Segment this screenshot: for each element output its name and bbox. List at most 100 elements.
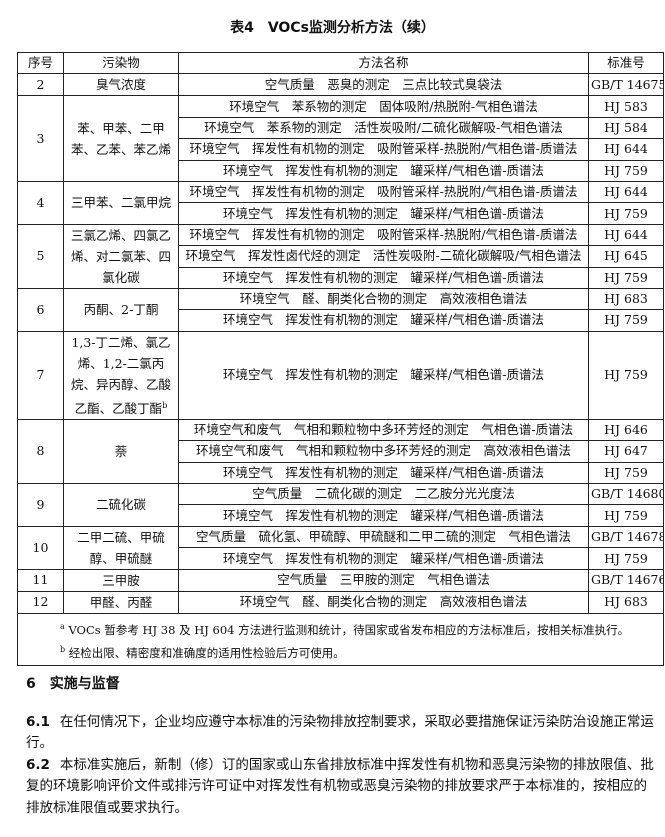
standard-number: HJ 759 <box>588 202 664 225</box>
header-method: 方法名称 <box>178 51 589 75</box>
row-number: 12 <box>17 590 64 614</box>
pollutant-cell: 甲醛、丙醛 <box>63 590 179 614</box>
method-name: 环境空气 挥发性有机物的测定 罐采样/气相色谱-质谱法 <box>178 309 589 332</box>
table-row: 环境空气 苯系物的测定 活性炭吸附/二硫化碳解吸-气相色谱法 HJ 584 <box>18 116 664 140</box>
header-standard: 标准号 <box>588 51 664 75</box>
paragraph-6-2: 6.2 本标准实施后，新制（修）订的国家或山东省排放标准中挥发性有机物和恶臭污染物… <box>26 755 656 819</box>
table-row: 4 三甲苯、二氯甲烷 环境空气 挥发性有机物的测定 吸附管采样-热脱附/气相色谱-质… <box>17 180 664 225</box>
paragraph-text: 本标准实施后，新制（修）订的国家或山东省排放标准中挥发性有机物和恶臭污染物的排放… <box>26 757 654 816</box>
method-name: 环境空气 挥发性有机物的测定 罐采样/气相色谱-质谱法 <box>178 330 589 420</box>
row-number: 6 <box>17 287 64 332</box>
standard-number: GB/T 14680 <box>588 483 664 506</box>
method-name: 空气质量 恶臭的测定 三点比较式臭袋法 <box>178 73 589 97</box>
table-row: 12 甲醛、丙醛 环境空气 醛、酮类化合物的测定 高效液相色谱法 HJ 683 <box>17 590 664 614</box>
method-name: 环境空气 苯系物的测定 固体吸附/热脱附-气相色谱法 <box>178 95 589 118</box>
note-mark: a <box>60 621 65 631</box>
standard-number: HJ 644 <box>588 180 664 204</box>
standard-number: HJ 759 <box>588 461 664 485</box>
pollutant-name: 二硫化碳 <box>95 497 146 513</box>
method-name: 空气质量 三甲胺的测定 气相色谱法 <box>178 568 589 592</box>
pollutant-name: 臭气浓度 <box>95 77 146 93</box>
method-name: 环境空气 挥发性有机物的测定 吸附管采样-热脱附/气相色谱-质谱法 <box>178 223 589 247</box>
note-text: 经检出限、精密度和准确度的适用性检验后方可使用。 <box>68 645 345 660</box>
pollutant-name: 萘 <box>114 443 128 459</box>
standard-number: HJ 759 <box>588 547 664 570</box>
method-name: 环境空气 醛、酮类化合物的测定 高效液相色谱法 <box>178 590 589 614</box>
row-number: 9 <box>17 483 64 527</box>
method-name: 环境空气 挥发性有机物的测定 罐采样/气相色谱-质谱法 <box>178 266 589 289</box>
table-header-row: 序号 污染物 方法名称 标准号 <box>17 51 664 75</box>
table-row: 2 臭气浓度 空气质量 恶臭的测定 三点比较式臭袋法 GB/T 14675 <box>17 73 664 97</box>
standard-number: HJ 583 <box>588 95 664 118</box>
table-row: 环境空气 挥发性卤代烃的测定 活性炭吸附-二硫化碳解吸/气相色谱法 HJ 645 <box>18 245 664 268</box>
method-name: 环境空气和废气 气相和颗粒物中多环芳烃的测定 高效液相色谱法 <box>178 440 589 463</box>
standard-number: GB/T 14675 <box>588 73 664 97</box>
table-row: 9 二硫化碳 空气质量 二硫化碳的测定 二乙胺分光光度法 GB/T 14680 <box>17 483 664 527</box>
table-notes: a VOCs 暂参考 HJ 38 及 HJ 604 方法进行监测和统计，待国家或… <box>17 612 664 667</box>
method-name: 环境空气 挥发性卤代烃的测定 活性炭吸附-二硫化碳解吸/气相色谱法 <box>178 245 589 268</box>
header-pollutant: 污染物 <box>63 51 179 75</box>
row-number: 5 <box>17 223 64 289</box>
table-row: 环境空气 挥发性有机物的测定 罐采样/气相色谱-质谱法 HJ 759 <box>18 547 664 570</box>
pollutant-cell: 苯、甲苯、二甲苯、乙苯、苯乙烯 <box>63 95 179 182</box>
standard-number: HJ 759 <box>588 330 664 420</box>
method-name: 环境空气和废气 气相和颗粒物中多环芳烃的测定 气相色谱-质谱法 <box>178 418 589 442</box>
table-row: 环境空气 挥发性有机物的测定 罐采样/气相色谱-质谱法 HJ 759 <box>18 159 664 182</box>
pollutant-cell: 丙酮、2-丁酮 <box>63 287 179 332</box>
note-b: b 经检出限、精密度和准确度的适用性检验后方可使用。 <box>60 640 663 663</box>
pollutant-name: 1,3-丁二烯、氯乙烯、1,2-二氯丙烷、异丙醇、乙酸乙酯、乙酸丁酯 <box>70 334 171 416</box>
table-row: 6 丙酮、2-丁酮 环境空气 醛、酮类化合物的测定 高效液相色谱法 HJ 683 <box>17 287 664 332</box>
pollutant-cell: 二甲二硫、甲硫醇、甲硫醚 <box>63 525 179 570</box>
pollutant-cell: 萘 <box>63 418 179 485</box>
pollutant-cell: 1,3-丁二烯、氯乙烯、1,2-二氯丙烷、异丙醇、乙酸乙酯、乙酸丁酯b <box>63 330 179 420</box>
method-name: 环境空气 挥发性有机物的测定 罐采样/气相色谱-质谱法 <box>178 461 589 485</box>
table-notes-row: a VOCs 暂参考 HJ 38 及 HJ 604 方法进行监测和统计，待国家或… <box>17 612 664 667</box>
paragraph-number: 6.1 <box>26 714 50 730</box>
paragraph-number: 6.2 <box>26 757 50 773</box>
standard-number: HJ 759 <box>588 309 664 332</box>
table-row: 11 三甲胺 空气质量 三甲胺的测定 气相色谱法 GB/T 14676 <box>17 568 664 592</box>
method-name: 环境空气 醛、酮类化合物的测定 高效液相色谱法 <box>178 287 589 311</box>
method-name: 环境空气 苯系物的测定 活性炭吸附/二硫化碳解吸-气相色谱法 <box>178 116 589 140</box>
row-number: 10 <box>17 525 64 570</box>
table-row: 环境空气 挥发性有机物的测定 罐采样/气相色谱-质谱法 HJ 759 <box>18 309 664 332</box>
row-number: 3 <box>17 95 64 182</box>
standard-number: HJ 646 <box>588 418 664 442</box>
pollutant-name: 苯、甲苯、二甲苯、乙苯、苯乙烯 <box>70 120 171 157</box>
pollutant-cell: 二硫化碳 <box>63 483 179 527</box>
table-row: 8 萘 环境空气和废气 气相和颗粒物中多环芳烃的测定 气相色谱-质谱法 HJ 646 <box>17 418 664 485</box>
pollutant-cell: 三甲胺 <box>63 568 179 592</box>
footnote-mark: b <box>162 400 168 410</box>
pollutant-name: 三甲胺 <box>102 572 140 588</box>
pollutant-cell: 三氯乙烯、四氯乙烯、对二氯苯、四氯化碳 <box>63 223 179 289</box>
standard-number: HJ 584 <box>588 116 664 140</box>
table-row: 5 三氯乙烯、四氯乙烯、对二氯苯、四氯化碳 环境空气 挥发性有机物的测定 吸附管采样… <box>17 223 664 289</box>
pollutant-name: 甲醛、丙醛 <box>89 594 153 610</box>
note-a: a VOCs 暂参考 HJ 38 及 HJ 604 方法进行监测和统计，待国家或… <box>60 617 663 640</box>
table-body: 2 臭气浓度 空气质量 恶臭的测定 三点比较式臭袋法 GB/T 14675 3 苯、甲苯、… <box>17 73 664 614</box>
row-number: 7 <box>17 330 64 420</box>
paragraph-text: 在任何情况下，企业均应遵守本标准的污染物排放控制要求，采取必要措施保证污染防治设… <box>26 714 654 752</box>
note-text: VOCs 暂参考 HJ 38 及 HJ 604 方法进行监测和统计，待国家或省发… <box>68 622 630 637</box>
note-mark: b <box>60 644 66 654</box>
section-heading: 6 实施与监督 <box>26 676 120 692</box>
standard-number: HJ 644 <box>588 223 664 247</box>
method-name: 环境空气 挥发性有机物的测定 罐采样/气相色谱-质谱法 <box>178 547 589 570</box>
standard-number: GB/T 14678 <box>588 525 664 549</box>
row-number: 11 <box>17 568 64 592</box>
standard-number: HJ 645 <box>588 245 664 268</box>
standard-number: HJ 647 <box>588 440 664 463</box>
method-name: 空气质量 二硫化碳的测定 二乙胺分光光度法 <box>178 483 589 506</box>
method-name: 空气质量 硫化氢、甲硫醇、甲硫醚和二甲二硫的测定 气相色谱法 <box>178 525 589 549</box>
table-row: 7 1,3-丁二烯、氯乙烯、1,2-二氯丙烷、异丙醇、乙酸乙酯、乙酸丁酯b 环境空气… <box>17 330 664 420</box>
method-name: 环境空气 挥发性有机物的测定 罐采样/气相色谱-质谱法 <box>178 159 589 182</box>
standard-number: HJ 759 <box>588 159 664 182</box>
standard-number: HJ 644 <box>588 138 664 161</box>
table-row: 环境空气和废气 气相和颗粒物中多环芳烃的测定 高效液相色谱法 HJ 647 <box>18 440 664 463</box>
paragraph-6-1: 6.1 在任何情况下，企业均应遵守本标准的污染物排放控制要求，采取必要措施保证污染… <box>26 712 656 755</box>
table-row: 环境空气 挥发性有机物的测定 罐采样/气相色谱-质谱法 HJ 759 <box>18 461 664 485</box>
pollutant-name: 丙酮、2-丁酮 <box>83 302 159 318</box>
pollutant-cell: 三甲苯、二氯甲烷 <box>63 180 179 225</box>
row-number: 8 <box>17 418 64 485</box>
table-row: 3 苯、甲苯、二甲苯、乙苯、苯乙烯 环境空气 苯系物的测定 固体吸附/热脱附-气相色… <box>17 95 664 182</box>
